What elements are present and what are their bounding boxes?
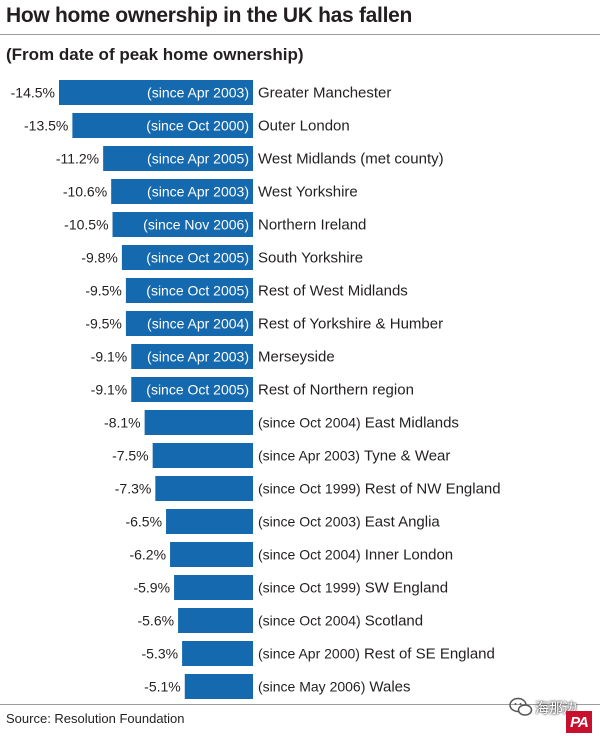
value-label: -9.5% bbox=[85, 283, 122, 299]
region-label: Rest of NW England bbox=[365, 481, 501, 498]
value-label: -9.1% bbox=[91, 349, 128, 365]
value-label: -6.2% bbox=[129, 547, 166, 563]
bar bbox=[112, 212, 253, 237]
footer-divider bbox=[0, 704, 600, 705]
since-label: (since Oct 2004) bbox=[258, 613, 361, 629]
region-label: Greater Manchester bbox=[258, 85, 391, 102]
since-label: (since Oct 1999) bbox=[258, 481, 361, 497]
region-label: South Yorkshire bbox=[258, 250, 363, 267]
since-label: (since Oct 2005) bbox=[146, 250, 249, 266]
bar bbox=[166, 509, 253, 534]
bar bbox=[103, 146, 253, 171]
bar bbox=[125, 278, 253, 303]
since-label: (since Oct 2005) bbox=[146, 283, 249, 299]
region-label: West Yorkshire bbox=[258, 184, 358, 201]
value-label: -10.5% bbox=[64, 217, 108, 233]
region-label: Inner London bbox=[365, 547, 453, 564]
title-divider bbox=[0, 34, 600, 35]
region-label: East Anglia bbox=[365, 514, 441, 531]
bar bbox=[121, 245, 254, 270]
bar bbox=[144, 410, 253, 435]
bar bbox=[155, 476, 253, 501]
value-label: -9.1% bbox=[91, 382, 128, 398]
wechat-icon bbox=[509, 697, 533, 716]
region-label: East Midlands bbox=[365, 415, 459, 432]
since-label: (since Oct 2005) bbox=[146, 382, 249, 398]
value-label: -11.2% bbox=[56, 151, 99, 167]
value-label: -5.1% bbox=[144, 679, 181, 695]
since-label: (since Apr 2004) bbox=[147, 316, 249, 332]
region-label: Rest of SE England bbox=[364, 646, 495, 663]
value-label: -9.5% bbox=[85, 316, 122, 332]
bar bbox=[125, 311, 253, 336]
region-label: Rest of West Midlands bbox=[258, 283, 408, 300]
region-label: Wales bbox=[369, 679, 410, 696]
bar bbox=[131, 344, 253, 369]
bar bbox=[184, 674, 253, 699]
since-label: (since Apr 2003) bbox=[147, 184, 249, 200]
since-label: (since Apr 2003) bbox=[147, 85, 249, 101]
since-label: (since Apr 2003) bbox=[147, 349, 249, 365]
value-label: -14.5% bbox=[11, 85, 55, 101]
value-label: -5.3% bbox=[142, 646, 179, 662]
bar bbox=[72, 113, 254, 138]
bar bbox=[174, 575, 253, 600]
since-label: (since Oct 2000) bbox=[146, 118, 249, 134]
bar bbox=[170, 542, 253, 567]
since-label: (since May 2006) bbox=[258, 679, 365, 695]
since-label: (since Nov 2006) bbox=[143, 217, 249, 233]
region-label: Northern Ireland bbox=[258, 217, 366, 234]
value-label: -8.1% bbox=[104, 415, 141, 431]
bar bbox=[178, 608, 253, 633]
bar bbox=[59, 80, 253, 105]
value-label: -7.5% bbox=[112, 448, 149, 464]
value-label: -13.5% bbox=[24, 118, 68, 134]
since-label: (since Oct 2004) bbox=[258, 415, 361, 431]
region-label: Rest of Northern region bbox=[258, 382, 414, 399]
since-label: (since Oct 2004) bbox=[258, 547, 361, 563]
region-label: Rest of Yorkshire & Humber bbox=[258, 316, 443, 333]
source-note: Source: Resolution Foundation bbox=[6, 711, 185, 726]
region-label: Scotland bbox=[365, 613, 423, 630]
chart-subtitle: (From date of peak home ownership) bbox=[6, 45, 304, 64]
region-label: Tyne & Wear bbox=[364, 448, 450, 465]
value-label: -6.5% bbox=[125, 514, 162, 530]
value-label: -9.8% bbox=[81, 250, 118, 266]
since-label: (since Oct 1999) bbox=[258, 580, 361, 596]
value-label: -7.3% bbox=[115, 481, 152, 497]
bar bbox=[131, 377, 253, 402]
pa-logo: PA bbox=[566, 711, 592, 733]
region-label: West Midlands (met county) bbox=[258, 151, 444, 168]
since-label: (since Apr 2000) bbox=[258, 646, 360, 662]
region-label: Outer London bbox=[258, 118, 350, 135]
value-label: -10.6% bbox=[63, 184, 107, 200]
region-label: SW England bbox=[365, 580, 448, 597]
since-label: (since Oct 2003) bbox=[258, 514, 361, 530]
bar bbox=[182, 641, 253, 666]
value-label: -5.9% bbox=[133, 580, 170, 596]
bar bbox=[152, 443, 253, 468]
bar bbox=[111, 179, 253, 204]
chart-title: How home ownership in the UK has fallen bbox=[6, 4, 413, 27]
region-label: Merseyside bbox=[258, 349, 335, 366]
value-label: -5.6% bbox=[137, 613, 174, 629]
since-label: (since Apr 2005) bbox=[147, 151, 249, 167]
since-label: (since Apr 2003) bbox=[258, 448, 360, 464]
